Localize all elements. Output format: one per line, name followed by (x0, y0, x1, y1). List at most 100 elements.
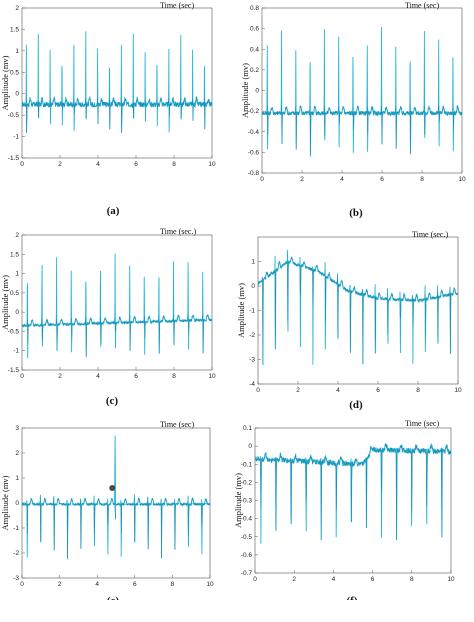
highlight-marker (109, 485, 116, 491)
x-tick-label: 4 (96, 161, 100, 168)
y-tick-label: -1 (13, 348, 19, 355)
y-axis-label: Amplitude (mv) (236, 283, 246, 338)
x-tick-label: 10 (208, 373, 216, 380)
y-tick-label: -3 (249, 357, 255, 364)
x-tick-label: 8 (420, 176, 424, 183)
y-tick-label: -2 (13, 550, 19, 557)
y-tick-label: 0.5 (10, 290, 19, 297)
y-tick-label: -1.5 (8, 367, 20, 374)
y-tick-label: -0.2 (241, 479, 253, 486)
x-tick-label: 6 (134, 161, 138, 168)
y-tick-label: -1 (13, 525, 19, 532)
y-tick-label: 0 (248, 443, 252, 450)
x-tick-label: 8 (410, 576, 414, 583)
x-tick-label: 4 (340, 176, 344, 183)
x-tick-label: 6 (380, 176, 384, 183)
x-tick-label: 0 (20, 581, 24, 588)
y-tick-label: 1 (15, 48, 19, 55)
x-tick-label: 8 (416, 387, 420, 394)
y-tick-label: 1 (15, 475, 19, 482)
x-tick-label: 2 (58, 581, 62, 588)
y-tick-label: -0.2 (248, 108, 260, 115)
y-tick-label: -0.6 (248, 149, 260, 156)
y-axis-label: Amplitude (mv) (0, 475, 10, 530)
y-tick-label: -1.5 (8, 155, 20, 162)
y-tick-label: 0 (15, 309, 19, 316)
ecg-series-baseline (262, 104, 462, 157)
x-tick-label: 8 (171, 581, 175, 588)
y-axis-label: Amplitude (mv) (0, 55, 10, 110)
ecg-series-line (22, 31, 212, 133)
x-tick-label: 6 (133, 581, 137, 588)
x-tick-label: 0 (253, 576, 257, 583)
x-tick-label: 6 (134, 373, 138, 380)
chart-title: Time (sec) (160, 420, 194, 429)
x-tick-label: 10 (208, 161, 216, 168)
y-tick-label: 2 (15, 5, 19, 12)
y-tick-label: 0 (15, 500, 19, 507)
x-tick-label: 0 (20, 373, 24, 380)
y-tick-label: 0.1 (243, 425, 252, 432)
y-tick-label: 2 (15, 232, 19, 239)
x-tick-label: 4 (96, 373, 100, 380)
x-tick-label: 10 (447, 576, 455, 583)
plot-frame (21, 234, 213, 371)
chart-panel-a: -1.5 -1 -0.5 0 0.5 1 1.5 2 0 2 4 6 8 10 Time (sec) Ampl… (0, 1, 216, 217)
y-axis-label: Amplitude (mv) (240, 63, 250, 118)
y-tick-label: -0.4 (248, 129, 260, 136)
y-tick-label: 1.5 (10, 251, 19, 258)
y-axis-label: Amplitude (mv) (0, 275, 10, 330)
y-tick-label: 1.5 (10, 26, 19, 33)
chart-panel-c: -1.5 -1 -0.5 0 0.5 1 1.5 2 0 2 4 6 8 10 Time (sec.) Amp… (0, 227, 216, 407)
y-tick-label: 0.5 (10, 69, 19, 76)
x-tick-label: 2 (292, 576, 296, 583)
y-tick-label: 0 (251, 283, 255, 290)
x-tick-label: 8 (172, 161, 176, 168)
chart-title: Time (sec) (160, 1, 194, 10)
x-tick-label: 10 (454, 387, 462, 394)
ecg-series-baseline (22, 497, 210, 560)
chart-panel-f: -0.7 -0.6 -0.5 -0.4 -0.3 -0.2 -0.1 0 0.1 0 2 4 6 8 10 T… (233, 419, 455, 600)
x-tick-label: 2 (296, 387, 300, 394)
ecg-series-baseline (258, 256, 458, 366)
y-tick-label: -1 (13, 134, 19, 141)
y-tick-label: -0.8 (248, 170, 260, 177)
y-tick-label: 0.6 (250, 26, 259, 33)
y-tick-label: -4 (249, 381, 255, 388)
y-tick-label: -2 (249, 332, 255, 339)
y-tick-label: 2 (15, 450, 19, 457)
plot-frame (261, 7, 463, 174)
y-tick-label: -0.1 (241, 461, 253, 468)
x-tick-label: 0 (20, 161, 24, 168)
x-tick-label: 8 (172, 373, 176, 380)
x-tick-label: 6 (376, 387, 380, 394)
chart-title: Time (sec.) (160, 227, 196, 236)
panel-label: (c) (106, 395, 119, 407)
ecg-series-baseline (255, 443, 451, 541)
y-tick-label: -3 (13, 575, 19, 582)
x-tick-label: 2 (58, 373, 62, 380)
y-tick-label: 3 (15, 425, 19, 432)
panel-label: (e) (107, 595, 120, 600)
y-tick-label: -0.4 (241, 516, 253, 523)
x-tick-label: 10 (206, 581, 214, 588)
ecg-series-line (262, 26, 462, 157)
x-tick-label: 2 (58, 161, 62, 168)
chart-title: Time (sec) (405, 419, 439, 428)
panel-label: (d) (349, 399, 363, 411)
chart-panel-b: -0.8 -0.6 -0.4 -0.2 0 0.2 0.4 0.6 0.8 0 2 4 6 8 10 Time… (240, 1, 466, 219)
y-axis-label: Amplitude (mv) (233, 473, 243, 528)
plot-frame (21, 7, 213, 159)
ecg-series-line (22, 435, 210, 560)
x-tick-label: 4 (336, 387, 340, 394)
panel-label: (f) (347, 595, 358, 600)
y-tick-label: 0.2 (250, 67, 259, 74)
y-tick-label: -0.6 (241, 552, 253, 559)
panel-label: (b) (349, 207, 363, 219)
x-tick-label: 6 (371, 576, 375, 583)
y-tick-label: 0 (15, 91, 19, 98)
x-tick-label: 4 (332, 576, 336, 583)
x-tick-label: 2 (300, 176, 304, 183)
